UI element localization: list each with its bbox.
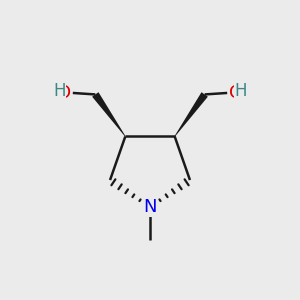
Polygon shape: [174, 92, 208, 136]
Text: H: H: [234, 82, 247, 100]
Polygon shape: [92, 92, 126, 136]
Text: O: O: [57, 84, 71, 102]
Text: N: N: [143, 198, 157, 216]
Text: O: O: [229, 84, 243, 102]
Text: H: H: [53, 82, 66, 100]
